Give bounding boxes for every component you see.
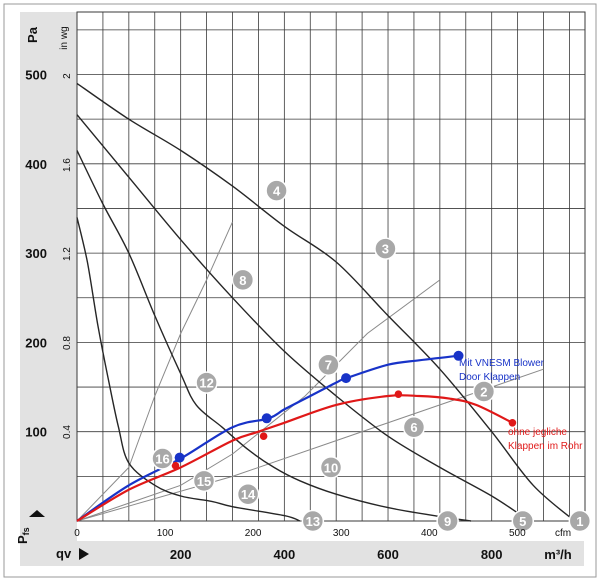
point-label-5: 5	[519, 514, 526, 529]
x-axis-band	[20, 541, 584, 566]
y-tick-label: 300	[25, 246, 47, 261]
grid	[76, 11, 586, 522]
fan-curve-b	[76, 150, 472, 522]
point-label-circle-9	[436, 509, 459, 533]
y-tick-label: 200	[25, 335, 47, 350]
x-axis-symbol: qv	[56, 546, 72, 561]
point-label-2: 2	[480, 385, 487, 400]
x2-tick-label: 300	[333, 528, 350, 539]
point-label-circle-2	[472, 380, 496, 403]
measurement-series	[76, 350, 517, 522]
series-marker-1-0	[171, 461, 180, 470]
series-marker-0-0	[174, 452, 185, 463]
point-label-6: 6	[410, 420, 417, 435]
point-label-circle-10	[319, 456, 343, 479]
point-label-circle-5	[511, 509, 535, 533]
series-marker-1-2	[394, 390, 403, 398]
x2-unit-label: cfm	[555, 528, 571, 539]
x-tick-label: 600	[377, 547, 399, 562]
x2-tick-label: 400	[421, 528, 438, 539]
point-label-8: 8	[239, 273, 246, 288]
annotation-red-line2: Klappen im Rohr	[508, 441, 583, 452]
x2-tick-label: 0	[74, 528, 80, 539]
x-tick-label: 400	[273, 547, 295, 562]
x2-tick-label: 200	[245, 528, 262, 539]
point-label-4: 4	[273, 184, 281, 199]
fan-curve-d	[76, 82, 576, 522]
point-label-circle-6	[402, 415, 426, 439]
y-tick-label: 500	[25, 68, 47, 83]
x-axis-arrow-icon	[79, 548, 89, 560]
y-axis-band	[20, 12, 77, 546]
point-label-circle-8	[231, 268, 255, 292]
y-tick-label: 100	[25, 425, 47, 440]
system-line-a	[76, 221, 233, 522]
annotation-blue-line2: Door Klappen	[459, 372, 520, 383]
x-tick-label: 200	[170, 547, 192, 562]
point-label-circle-14	[236, 482, 260, 506]
y-axis-arrow-icon	[29, 510, 45, 517]
point-label-circle-4	[265, 179, 288, 202]
y2-tick-label: 1.2	[62, 247, 73, 261]
x2-tick-label: 100	[157, 528, 174, 539]
point-label-circle-3	[374, 237, 397, 260]
point-label-13: 13	[306, 514, 320, 529]
series-marker-0-2	[341, 373, 352, 384]
series-marker-0-1	[261, 413, 272, 424]
plot-area-border	[76, 11, 586, 522]
point-label-circle-12	[195, 371, 218, 394]
y2-tick-label: 0.4	[62, 425, 73, 439]
point-label-16: 16	[155, 451, 169, 466]
x-unit-label: m³/h	[544, 547, 572, 562]
y2-tick-label: 1.6	[62, 158, 73, 172]
point-label-circle-15	[192, 469, 216, 493]
series-marker-1-1	[259, 432, 268, 440]
annotation-blue-line1: Mit VNESM Blower	[459, 358, 545, 369]
series-marker-0-3	[453, 350, 464, 361]
y2-unit-label: in wg	[59, 26, 70, 49]
point-label-14: 14	[241, 487, 256, 502]
annotation-red-line1: ohne jegliche	[508, 427, 567, 438]
point-label-10: 10	[324, 460, 338, 475]
point-label-7: 7	[325, 358, 332, 373]
fan-curve-c	[76, 114, 529, 522]
point-label-15: 15	[197, 474, 211, 489]
y-unit-label: Pa	[25, 26, 40, 43]
point-label-3: 3	[382, 242, 389, 257]
point-label-circle-16	[151, 447, 174, 470]
point-label-circle-7	[317, 353, 340, 376]
system-line-b	[76, 279, 441, 522]
point-label-9: 9	[444, 514, 451, 529]
fan-curves	[76, 82, 576, 522]
point-label-circle-1	[568, 509, 592, 533]
point-label-1: 1	[576, 514, 583, 529]
y-axis-symbol: Pfs	[15, 527, 31, 544]
series-line-1	[76, 394, 513, 522]
point-label-12: 12	[199, 376, 213, 391]
y-axis-symbol-sub: fs	[21, 527, 31, 535]
y2-tick-label: 2	[62, 73, 73, 79]
y2-tick-label: 0.8	[62, 336, 73, 350]
point-label-circle-13	[301, 509, 325, 533]
fan-curve-a	[76, 217, 301, 522]
x2-tick-label: 500	[509, 528, 526, 539]
x-tick-label: 800	[481, 547, 503, 562]
series-marker-1-3	[508, 418, 517, 427]
y-tick-label: 400	[25, 157, 47, 172]
y-axis-symbol-main: P	[15, 535, 30, 544]
